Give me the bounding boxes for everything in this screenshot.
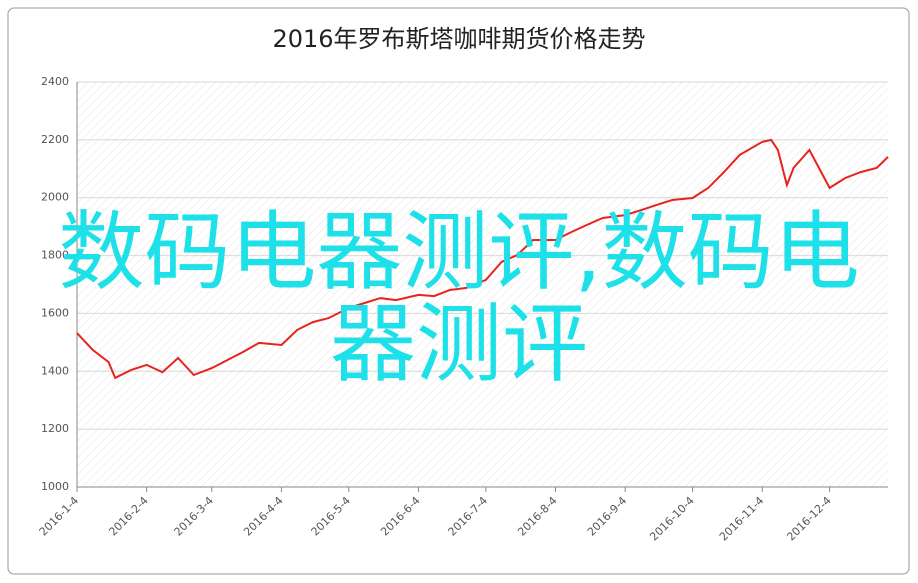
plot-area [77, 82, 888, 487]
y-tick-label: 1800 [41, 249, 69, 262]
line-series [76, 138, 889, 380]
y-tick-label: 2000 [41, 191, 69, 204]
watermark: 数码电器测评,数码电 [58, 202, 859, 302]
y-tick-label: 1000 [41, 480, 69, 493]
watermark: 器测评 [330, 294, 588, 394]
y-tick-label: 2200 [41, 133, 69, 146]
y-tick-label: 1600 [41, 306, 69, 319]
y-tick-label: 1200 [41, 422, 69, 435]
y-tick-label: 2400 [41, 75, 69, 88]
y-tick-label: 1400 [41, 364, 69, 377]
chart-title: 2016年罗布斯塔咖啡期货价格走势 [272, 25, 645, 53]
